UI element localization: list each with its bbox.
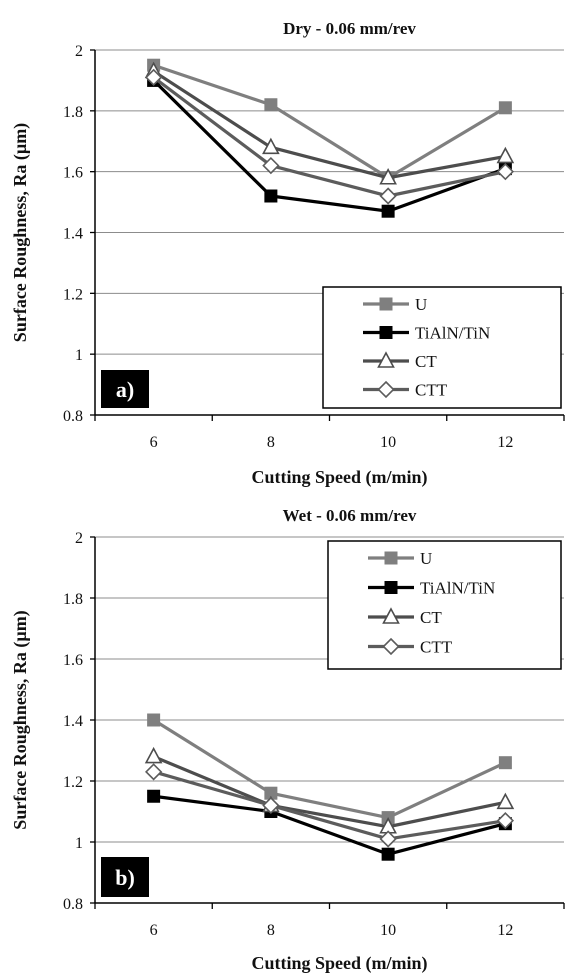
chart-title: Wet - 0.06 mm/rev [283, 506, 417, 525]
data-point [496, 146, 515, 164]
legend: U TiAlN/TiN CT CTT [322, 286, 562, 409]
y-tick-label: 1.4 [63, 226, 83, 243]
series-line [153, 755, 506, 829]
legend-label: CT [415, 352, 437, 371]
panel-label: b) [115, 865, 135, 890]
x-tick-label: 12 [497, 922, 513, 939]
series-ct [144, 746, 515, 834]
legend-label: TiAlN/TiN [415, 324, 490, 343]
series-line [152, 718, 507, 820]
series-line [152, 76, 506, 198]
legend-label: U [415, 295, 427, 314]
data-point [144, 763, 163, 781]
x-axis-title: Cutting Speed (m/min) [251, 467, 427, 488]
series-u [147, 713, 512, 825]
data-point [264, 786, 278, 800]
x-axis-title: Cutting Speed (m/min) [251, 953, 427, 974]
legend-marker [384, 581, 398, 594]
panel-label: a) [116, 377, 134, 402]
data-point [262, 137, 280, 155]
y-tick-label: 1 [75, 347, 83, 364]
data-point [262, 156, 280, 175]
legend-box [322, 286, 562, 409]
series-line [153, 770, 506, 841]
data-point [496, 792, 515, 810]
legend-label: TiAlN/TiN [420, 579, 495, 598]
y-tick-label: 2 [75, 43, 83, 60]
x-tick-label: 8 [267, 922, 275, 939]
series-line [152, 69, 506, 180]
y-axis-title: Surface Roughness, Ra (µm) [10, 123, 31, 342]
data-point [379, 187, 397, 205]
data-point [147, 789, 161, 803]
series-tialn-tin [147, 789, 512, 861]
data-point [496, 163, 515, 181]
y-axis-title: Surface Roughness, Ra (µm) [10, 610, 31, 829]
chart-title: Dry - 0.06 mm/rev [283, 19, 416, 38]
series-line [152, 79, 506, 213]
data-point [498, 756, 512, 770]
data-point [379, 830, 397, 848]
series-ctt [144, 763, 515, 848]
data-point [379, 168, 397, 185]
x-tick-label: 6 [150, 922, 158, 939]
legend-marker [382, 607, 400, 624]
x-tick-label: 8 [267, 434, 275, 451]
y-tick-label: 1.6 [63, 652, 83, 669]
data-point [381, 204, 395, 218]
legend: U TiAlN/TiN CT CTT [327, 540, 562, 670]
legend-label: U [420, 549, 432, 568]
x-tick-label: 10 [380, 922, 396, 939]
chart-panel-a: Dry - 0.06 mm/rev 0.8 1 1.2 1.4 1.6 1.8 2 6 8 10 12… [10, 19, 565, 488]
legend-label: CTT [415, 381, 448, 400]
legend-marker [384, 551, 398, 565]
x-tick-label: 10 [380, 434, 396, 451]
y-tick-label: 0.8 [63, 408, 83, 425]
y-tick-label: 1.6 [63, 165, 83, 182]
series-line [153, 63, 507, 180]
data-point [262, 796, 280, 815]
series-tialn-tin [147, 73, 512, 218]
legend-box [327, 540, 562, 670]
legend-marker [379, 326, 393, 339]
data-point [498, 101, 512, 115]
series-ctt [144, 68, 515, 205]
data-point [144, 68, 163, 87]
x-tick-label: 12 [497, 434, 513, 451]
y-tick-label: 1.4 [63, 713, 83, 730]
panel-label-box [101, 857, 149, 897]
data-point [496, 812, 515, 830]
y-tick-label: 0.8 [63, 896, 83, 913]
data-point [381, 847, 395, 861]
data-point [144, 746, 163, 764]
y-tick-label: 1.2 [63, 286, 83, 303]
data-point [264, 189, 278, 203]
data-point [147, 713, 161, 727]
series-line [153, 794, 506, 856]
legend-label: CTT [420, 638, 453, 657]
y-tick-label: 1.8 [63, 591, 83, 608]
chart-panel-b: Wet - 0.06 mm/rev 0.8 1 1.2 1.4 1.6 1.8 2 6 8 10 12… [10, 506, 565, 974]
y-tick-label: 2 [75, 530, 83, 547]
x-tick-label: 6 [150, 434, 158, 451]
legend-marker [377, 351, 395, 368]
y-tick-label: 1.8 [63, 104, 83, 121]
legend-label: CT [420, 608, 442, 627]
y-tick-label: 1 [75, 835, 83, 852]
legend-marker [377, 380, 395, 399]
legend-marker [382, 637, 400, 656]
y-tick-label: 1.2 [63, 774, 83, 791]
data-point [264, 98, 278, 112]
legend-marker [379, 297, 393, 311]
panel-label-box [101, 370, 149, 408]
